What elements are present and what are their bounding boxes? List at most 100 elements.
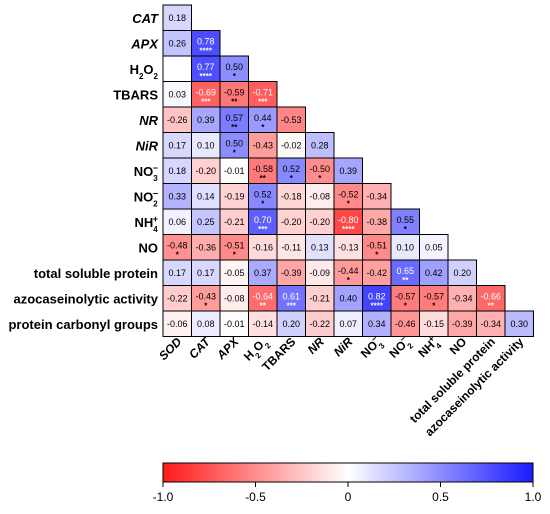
heatmap-cell: -0.80**** bbox=[333, 208, 363, 235]
cell-value: -0.80 bbox=[338, 215, 359, 225]
cell-rect bbox=[276, 310, 306, 337]
column-label: NR bbox=[305, 334, 327, 356]
cell-rect bbox=[248, 208, 278, 235]
cell-rect bbox=[191, 183, 221, 210]
heatmap-cell: -0.34 bbox=[362, 183, 392, 210]
cell-value: -0.48 bbox=[167, 241, 188, 251]
row-label: azocaseinolytic activity bbox=[13, 291, 158, 306]
cell-rect bbox=[390, 285, 420, 312]
cell-value: -0.20 bbox=[281, 217, 302, 227]
column-label: CAT bbox=[186, 334, 214, 362]
heatmap-cell: 0.50* bbox=[219, 55, 249, 82]
heatmap-cell: 0.14 bbox=[191, 183, 221, 210]
cell-value: -0.58 bbox=[252, 164, 273, 174]
heatmap-cell: 0.26 bbox=[162, 30, 192, 57]
cell-value: -0.15 bbox=[423, 319, 444, 329]
heatmap-cell: 0.61*** bbox=[276, 285, 306, 312]
cell-value: -0.20 bbox=[309, 217, 330, 227]
row-label: NO bbox=[139, 240, 159, 255]
row-label: protein carbonyl groups bbox=[8, 317, 158, 332]
heatmap-cell: -0.51* bbox=[362, 234, 392, 261]
cell-value: 0.52 bbox=[254, 190, 272, 200]
cell-rect bbox=[191, 285, 221, 312]
cell-value: -0.05 bbox=[224, 268, 245, 278]
heatmap-cell: -0.01 bbox=[219, 157, 249, 184]
cell-rect bbox=[305, 157, 335, 184]
cell-value: 0.77 bbox=[197, 62, 215, 72]
colorbar-tick-label: 1.0 bbox=[525, 490, 542, 504]
heatmap-cell: 0.07 bbox=[333, 310, 363, 337]
cell-significance: *** bbox=[201, 98, 211, 107]
cell-value: -0.53 bbox=[281, 115, 302, 125]
cell-rect bbox=[248, 157, 278, 184]
cell-rect bbox=[191, 310, 221, 337]
heatmap-cell: -0.43 bbox=[248, 132, 278, 159]
heatmap-cell: -0.19 bbox=[219, 183, 249, 210]
cell-rect bbox=[248, 310, 278, 337]
heatmap-cell: -0.34 bbox=[447, 285, 477, 312]
heatmap-cell: 0.40 bbox=[333, 285, 363, 312]
heatmap-cell: 0.55* bbox=[390, 208, 420, 235]
heatmap-cell: -0.26 bbox=[162, 106, 192, 133]
cell-significance: * bbox=[347, 276, 351, 285]
row-label: NO3− bbox=[134, 163, 159, 183]
heatmap-cell: 0.06 bbox=[162, 208, 192, 235]
cell-significance: **** bbox=[200, 72, 213, 81]
cell-value: 0.40 bbox=[339, 294, 357, 304]
row-label: TBARS bbox=[113, 87, 158, 102]
cell-rect bbox=[219, 208, 249, 235]
heatmap-cell: 0.44* bbox=[248, 106, 278, 133]
heatmap-cell: -0.05 bbox=[219, 259, 249, 286]
heatmap-cell: -0.66** bbox=[476, 285, 506, 312]
heatmap-cell: -0.14 bbox=[248, 310, 278, 337]
heatmap-cell: 0.10 bbox=[191, 132, 221, 159]
cell-rect bbox=[248, 106, 278, 133]
cell-value: 0.03 bbox=[168, 90, 186, 100]
cell-value: -0.39 bbox=[452, 319, 473, 329]
column-label: APX bbox=[213, 334, 242, 363]
cell-rect bbox=[219, 310, 249, 337]
cell-value: 0.70 bbox=[254, 215, 272, 225]
cell-value: -0.08 bbox=[309, 192, 330, 202]
cell-value: -0.69 bbox=[195, 88, 216, 98]
cell-value: -0.59 bbox=[224, 88, 245, 98]
cell-value: -0.43 bbox=[252, 141, 273, 151]
heatmap-cell: 0.50* bbox=[219, 132, 249, 159]
heatmap-cell: 0.17 bbox=[191, 259, 221, 286]
cell-rect bbox=[162, 310, 192, 337]
heatmap-cell: -0.11 bbox=[276, 234, 306, 261]
heatmap-cell: 0.77**** bbox=[191, 55, 221, 82]
heatmap-cell: 0.25 bbox=[191, 208, 221, 235]
cell-significance: * bbox=[290, 174, 294, 183]
heatmap-cell: -0.52* bbox=[333, 183, 363, 210]
row-label: NR bbox=[139, 113, 158, 128]
cell-value: -0.52 bbox=[338, 190, 359, 200]
colorbar-gradient bbox=[162, 462, 534, 483]
cell-value: 0.08 bbox=[197, 319, 215, 329]
heatmap-cell: 0.03 bbox=[162, 81, 192, 108]
colorbar-tick-label: -1.0 bbox=[153, 490, 174, 504]
cell-value: -0.01 bbox=[224, 166, 245, 176]
heatmap-cell: -0.50* bbox=[305, 157, 335, 184]
heatmap-cell: -0.59** bbox=[219, 81, 249, 108]
cell-significance: * bbox=[347, 200, 351, 209]
heatmap-cell: -0.20 bbox=[305, 208, 335, 235]
cell-rect bbox=[276, 259, 306, 286]
cell-value: 0.44 bbox=[254, 113, 272, 123]
heatmap-cell: 0.65** bbox=[390, 259, 420, 286]
cell-value: -0.44 bbox=[338, 266, 359, 276]
cell-rect bbox=[219, 132, 249, 159]
cell-rect bbox=[362, 285, 392, 312]
cell-value: 0.42 bbox=[425, 268, 443, 278]
cell-value: -0.34 bbox=[480, 319, 501, 329]
cell-significance: * bbox=[375, 251, 379, 260]
cell-value: 0.18 bbox=[168, 166, 186, 176]
cell-value: -0.18 bbox=[281, 192, 302, 202]
column-label: NO3− bbox=[356, 333, 386, 363]
heatmap-cell: 0.39 bbox=[191, 106, 221, 133]
cell-value: -0.06 bbox=[167, 319, 188, 329]
cell-value: -0.02 bbox=[281, 141, 302, 151]
heatmap-cells: 0.180.26 0.78****0.77****0.50*0.03 -0.69**… bbox=[162, 4, 534, 337]
cell-significance: ** bbox=[231, 98, 238, 107]
